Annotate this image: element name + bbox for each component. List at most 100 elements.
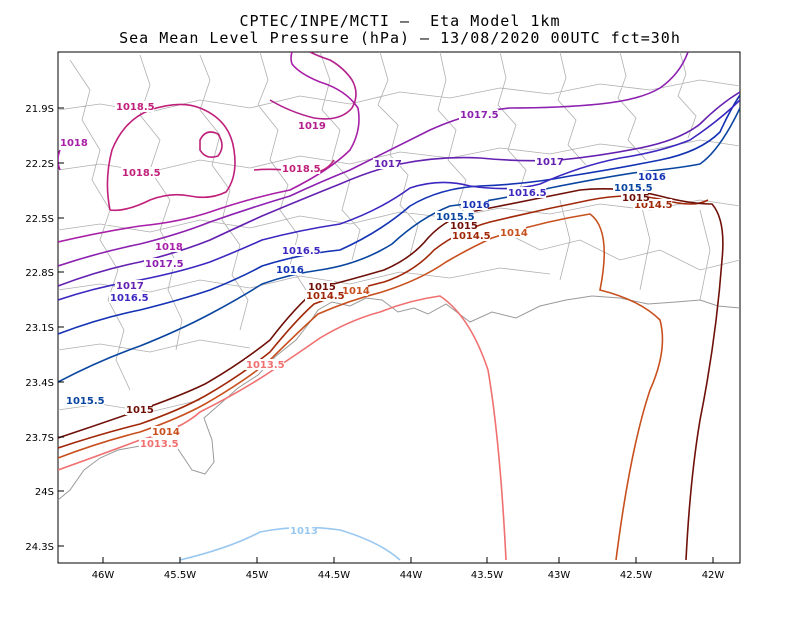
lon-label: 43W — [548, 570, 571, 581]
contour-label: 1014.5 — [452, 231, 491, 242]
contour-label-bg — [275, 264, 302, 275]
contour-label: 1014.5 — [634, 200, 673, 211]
lat-label: 23.7S — [25, 433, 54, 444]
contour-label-bg — [507, 187, 547, 198]
lon-label: 46W — [92, 570, 115, 581]
contour-label-bg — [109, 292, 149, 303]
contour-label-bg — [281, 245, 321, 256]
lat-label: 23.1S — [25, 323, 54, 334]
contour-label-bg — [307, 281, 334, 292]
contour-label-bg — [289, 525, 316, 536]
contour-label-bg — [281, 163, 321, 174]
contour-label: 1013 — [290, 526, 318, 537]
lon-label: 42.5W — [620, 570, 652, 581]
contour-label-bg — [245, 359, 285, 370]
contour-label: 1013.5 — [246, 360, 285, 371]
contour-label-bg — [59, 137, 86, 148]
latitude-axis: 21.9S 22.2S 22.5S 22.8S 23.1S 23.4S 23.7S 24S 24… — [25, 104, 64, 553]
contour-label: 1015.5 — [436, 212, 475, 223]
lat-label: 22.5S — [25, 214, 54, 225]
lat-label: 22.8S — [25, 268, 54, 279]
contour-label: 1018.5 — [116, 102, 155, 113]
contour-label: 1017.5 — [145, 259, 184, 270]
contour-1015 — [58, 188, 724, 561]
contour-1016 — [58, 94, 740, 335]
lon-label: 42W — [702, 570, 725, 581]
contour-label: 1017.5 — [460, 110, 499, 121]
lon-label: 45W — [246, 570, 269, 581]
contour-1015-5 — [58, 107, 740, 383]
contour-label-bg — [621, 192, 648, 203]
contour-label: 1014 — [342, 286, 370, 297]
contour-labels: 10131013.51013.51014101410141014.51014.5… — [59, 101, 673, 537]
lat-label: 24S — [35, 487, 54, 498]
contour-label: 1015.5 — [614, 183, 653, 194]
map-title: CPTEC/INPE/MCTI – Eta Model 1km — [239, 12, 561, 30]
contour-1016-5 — [58, 99, 740, 301]
contour-label-bg — [115, 280, 142, 291]
contour-label-bg — [373, 158, 400, 169]
lon-label: 44W — [400, 570, 423, 581]
contour-label: 1015 — [126, 405, 154, 416]
contour-label-bg — [633, 199, 673, 210]
contour-label: 1015 — [622, 193, 650, 204]
contour-label: 1019 — [298, 121, 326, 132]
contour-label: 1014 — [500, 228, 528, 239]
contour-label: 1015 — [450, 221, 478, 232]
contour-label: 1017 — [116, 281, 144, 292]
contour-label: 1013.5 — [140, 439, 179, 450]
contour-label: 1015.5 — [66, 396, 105, 407]
contour-label: 1016 — [276, 265, 304, 276]
contour-1017 — [58, 91, 740, 287]
contour-label-bg — [535, 156, 562, 167]
contour-label-bg — [297, 120, 324, 131]
map-subtitle: Sea Mean Level Pressure (hPa) – 13/08/20… — [119, 29, 681, 47]
contour-label-bg — [613, 182, 653, 193]
contour-1014 — [58, 213, 664, 561]
contour-1017-5 — [58, 52, 689, 267]
contour-label-bg — [637, 171, 664, 182]
contour-label-bg — [65, 395, 105, 406]
lat-label: 24.3S — [25, 542, 54, 553]
contour-label-bg — [341, 285, 368, 296]
lat-label: 21.9S — [25, 104, 54, 115]
map-frame — [57, 51, 741, 564]
contour-label-bg — [459, 109, 499, 120]
longitude-axis: 46W 45.5W 45W 44.5W 44W 43.5W 43W 42.5W 42W — [92, 557, 725, 581]
contour-label: 1016.5 — [508, 188, 547, 199]
contour-1014-5 — [58, 195, 709, 449]
contour-label: 1017 — [374, 159, 402, 170]
contour-label-bg — [305, 290, 345, 301]
contour-label: 1018 — [60, 138, 88, 149]
contour-label-bg — [144, 258, 184, 269]
contour-label: 1015 — [308, 282, 336, 293]
contour-label-bg — [461, 199, 488, 210]
contour-label-bg — [435, 211, 475, 222]
lon-label: 44.5W — [318, 570, 350, 581]
contour-label-bg — [154, 241, 181, 252]
contour-label: 1016.5 — [282, 246, 321, 257]
contour-label-bg — [151, 426, 178, 437]
contour-label: 1018.5 — [282, 164, 321, 175]
contour-label-bg — [499, 227, 526, 238]
contour-label: 1016 — [462, 200, 490, 211]
contour-label: 1014 — [152, 427, 180, 438]
contour-label-bg — [449, 220, 476, 231]
lat-label: 23.4S — [25, 378, 54, 389]
contour-1019 — [269, 52, 357, 120]
lat-label: 22.2S — [25, 159, 54, 170]
contour-label: 1016 — [638, 172, 666, 183]
lon-label: 45.5W — [164, 570, 196, 581]
contour-label: 1014.5 — [306, 291, 345, 302]
contour-label-bg — [115, 101, 155, 112]
contour-label-bg — [451, 230, 491, 241]
contour-label-bg — [139, 438, 179, 449]
contour-1018 — [58, 52, 360, 243]
contour-label: 1018 — [155, 242, 183, 253]
contour-label: 1017 — [536, 157, 564, 168]
contour-label-bg — [121, 167, 161, 178]
contour-label: 1018.5 — [122, 168, 161, 179]
lon-label: 43.5W — [471, 570, 503, 581]
contour-label-bg — [125, 404, 152, 415]
